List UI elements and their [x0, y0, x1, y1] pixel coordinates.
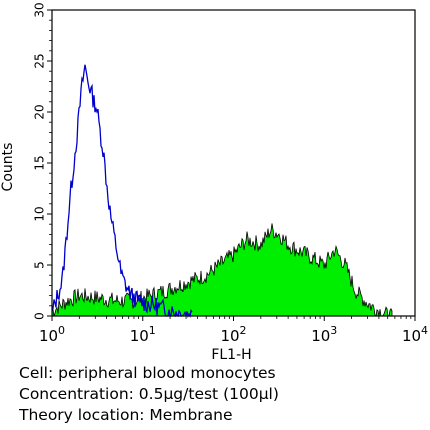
y-tick-label: 30: [33, 2, 47, 17]
axes: 0 5 10 15 20 25 30 100 101 102 103 104 FL1-H Counts: [0, 2, 428, 360]
y-axis-title: Counts: [0, 143, 16, 192]
stained-sample-histogram: [51, 223, 393, 317]
y-tick-label: 25: [33, 53, 47, 68]
y-tick-label: 20: [33, 104, 47, 119]
isotype-control-histogram: [51, 64, 193, 319]
y-tick-label: 5: [33, 261, 47, 269]
x-tick-label: 100: [39, 324, 65, 345]
concentration-info-text: Concentration: 0.5μg/test (100μl): [19, 385, 279, 403]
x-tick-label: 102: [220, 324, 246, 345]
y-tick-label: 10: [33, 206, 47, 221]
x-tick-label: 101: [130, 324, 156, 345]
location-info-text: Theory location: Membrane: [19, 406, 233, 424]
flow-cytometry-histogram: 0 5 10 15 20 25 30 100 101 102 103 104 FL1-H Counts: [0, 2, 428, 360]
y-tick-label: 0: [33, 312, 47, 320]
x-tick-label: 104: [402, 324, 428, 345]
x-axis-title: FL1-H: [211, 347, 251, 360]
cell-info-text: Cell: peripheral blood monocytes: [19, 364, 276, 382]
y-tick-label: 15: [33, 155, 47, 170]
plot-area: [51, 64, 393, 319]
x-tick-label: 103: [311, 324, 337, 345]
